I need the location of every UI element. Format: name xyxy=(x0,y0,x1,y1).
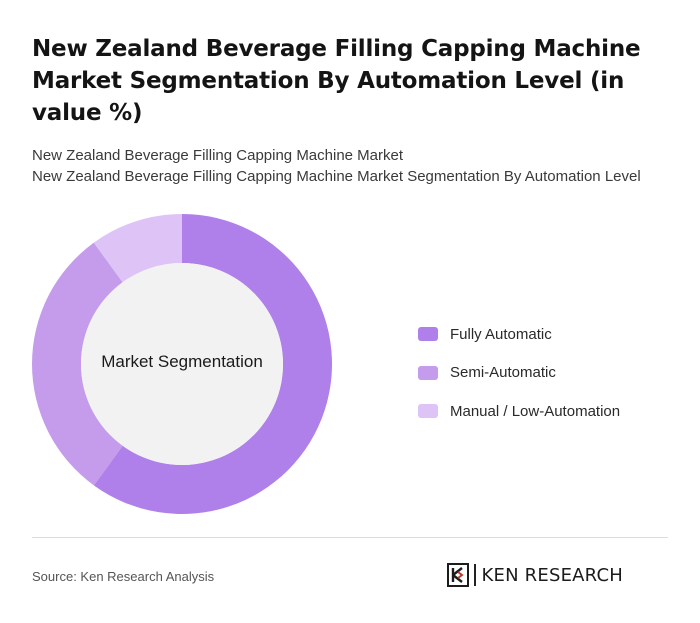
legend-label: Fully Automatic xyxy=(450,325,552,343)
chart-subtitle: New Zealand Beverage Filling Capping Mac… xyxy=(32,145,682,187)
subtitle-line-1: New Zealand Beverage Filling Capping Mac… xyxy=(32,147,404,164)
source-note: Source: Ken Research Analysis xyxy=(32,569,215,584)
logo-text: KEN RESEARCH xyxy=(481,564,623,586)
legend-item-fully-automatic: Fully Automatic xyxy=(418,315,620,354)
footer-divider xyxy=(32,537,668,538)
legend-swatch xyxy=(418,365,438,380)
legend-item-manual-low-automation: Manual / Low-Automation xyxy=(418,392,620,431)
chart-title: New Zealand Beverage Filling Capping Mac… xyxy=(32,36,641,126)
donut-center xyxy=(81,263,283,465)
subtitle-line-2: New Zealand Beverage Filling Capping Mac… xyxy=(32,168,641,185)
legend-swatch xyxy=(418,404,438,419)
legend-swatch xyxy=(418,327,438,342)
logo-separator xyxy=(474,564,476,586)
legend-item-semi-automatic: Semi-Automatic xyxy=(418,354,620,393)
ken-research-logo-icon xyxy=(447,563,469,587)
legend-label: Semi-Automatic xyxy=(450,364,556,382)
donut-slice-fully-automatic xyxy=(93,214,333,514)
legend: Fully Automatic Semi-Automatic Manual / … xyxy=(418,315,620,431)
donut-slice-manual-low-automation xyxy=(93,214,182,283)
donut-center-label: Market Segmentation xyxy=(101,352,263,371)
donut-slice-semi-automatic xyxy=(31,242,123,486)
legend-label: Manual / Low-Automation xyxy=(450,402,621,420)
ken-research-logo: KEN RESEARCH xyxy=(447,563,623,587)
donut-chart xyxy=(31,214,333,514)
